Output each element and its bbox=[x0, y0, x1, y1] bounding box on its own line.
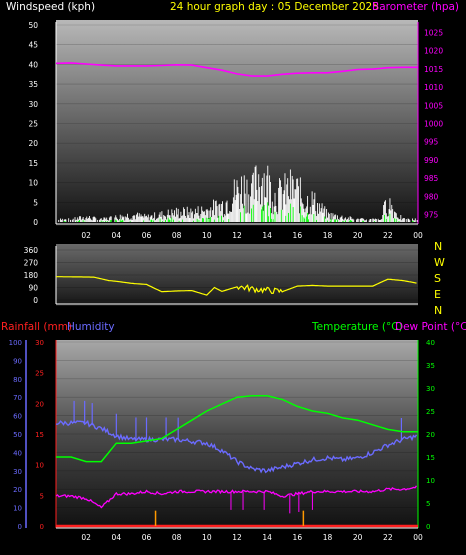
humidity-axis-title: Humidity bbox=[67, 321, 115, 333]
compass-n-bottom: N bbox=[434, 304, 442, 317]
top-x-tick-label: 22 bbox=[383, 231, 393, 240]
barometer-tick-label: 975 bbox=[424, 211, 439, 220]
temperature-tick-label: 0 bbox=[426, 523, 430, 531]
bottom-x-tick-label: 04 bbox=[112, 533, 122, 542]
humidity-tick-label: 50 bbox=[13, 431, 22, 439]
bottom-x-tick-label: 14 bbox=[262, 533, 272, 542]
humidity-line bbox=[56, 419, 418, 474]
direction-tick-label: 90 bbox=[28, 284, 38, 293]
top-x-tick-label: 08 bbox=[172, 231, 182, 240]
temperature-tick-label: 5 bbox=[426, 500, 430, 508]
windspeed-tick-label: 40 bbox=[28, 60, 38, 69]
humidity-tick-label: 10 bbox=[13, 505, 22, 513]
direction-tick-label: 180 bbox=[24, 271, 39, 280]
temperature-tick-label: 10 bbox=[426, 477, 435, 485]
direction-panel-bg bbox=[56, 244, 418, 306]
temperature-tick-label: 35 bbox=[426, 362, 435, 370]
humidity-tick-label: 40 bbox=[13, 449, 22, 457]
compass-s: S bbox=[434, 272, 441, 285]
rainfall-tick-label: 25 bbox=[35, 370, 44, 378]
bottom-x-tick-label: 22 bbox=[383, 533, 393, 542]
top-x-tick-label: 16 bbox=[293, 231, 303, 240]
top-x-tick-label: 06 bbox=[142, 231, 152, 240]
top-x-tick-label: 02 bbox=[81, 231, 91, 240]
humidity-tick-label: 0 bbox=[18, 523, 22, 531]
compass-w: W bbox=[434, 256, 445, 269]
rainfall-tick-label: 15 bbox=[35, 431, 44, 439]
barometer-line bbox=[55, 62, 418, 77]
wind-direction-line bbox=[56, 276, 417, 296]
rainfall-tick-label: 5 bbox=[40, 492, 44, 500]
bottom-x-tick-label: 20 bbox=[353, 533, 363, 542]
humidity-tick-label: 100 bbox=[9, 339, 22, 347]
barometer-tick-label: 980 bbox=[424, 192, 439, 201]
direction-tick-label: 0 bbox=[33, 296, 38, 305]
barometer-axis-title: Barometer (hpa) bbox=[372, 1, 459, 13]
compass-n-top: N bbox=[434, 240, 442, 253]
bottom-x-tick-label: 02 bbox=[81, 533, 91, 542]
windspeed-tick-label: 35 bbox=[28, 80, 38, 89]
rainfall-tick-label: 0 bbox=[40, 523, 44, 531]
rainfall-axis-title: Rainfall (mm) bbox=[1, 321, 72, 333]
windspeed-tick-label: 15 bbox=[28, 159, 38, 168]
bottom-x-tick-label: 16 bbox=[293, 533, 303, 542]
temperature-tick-label: 15 bbox=[426, 454, 435, 462]
top-x-tick-label: 10 bbox=[202, 231, 212, 240]
compass-e: E bbox=[434, 288, 441, 301]
humidity-tick-label: 30 bbox=[13, 468, 22, 476]
humidity-tick-label: 80 bbox=[13, 376, 22, 384]
bottom-x-tick-label: 08 bbox=[172, 533, 182, 542]
windspeed-axis-title: Windspeed (kph) bbox=[6, 1, 95, 13]
direction-tick-label: 270 bbox=[24, 259, 39, 268]
temperature-tick-label: 25 bbox=[426, 408, 435, 416]
windspeed-tick-label: 25 bbox=[28, 120, 38, 129]
rainfall-tick-label: 20 bbox=[35, 400, 44, 408]
windspeed-tick-label: 30 bbox=[28, 100, 38, 109]
barometer-tick-label: 995 bbox=[424, 138, 439, 147]
temperature-line bbox=[56, 395, 418, 463]
temperature-tick-label: 20 bbox=[426, 431, 435, 439]
dewpoint-line bbox=[55, 485, 418, 509]
top-x-tick-label: 12 bbox=[232, 231, 242, 240]
barometer-tick-label: 990 bbox=[424, 156, 439, 165]
bottom-x-tick-label: 18 bbox=[323, 533, 333, 542]
top-x-tick-label: 20 bbox=[353, 231, 363, 240]
windspeed-tick-label: 5 bbox=[33, 198, 38, 207]
dewpoint-axis-title: Dew Point (°C) bbox=[395, 321, 466, 333]
barometer-tick-label: 1000 bbox=[424, 120, 443, 129]
bottom-x-tick-label: 10 bbox=[202, 533, 212, 542]
humidity-tick-label: 90 bbox=[13, 357, 22, 365]
humidity-tick-label: 60 bbox=[13, 413, 22, 421]
humidity-tick-label: 70 bbox=[13, 394, 22, 402]
temperature-axis-title: Temperature (°C) bbox=[311, 321, 403, 333]
barometer-tick-label: 1010 bbox=[424, 83, 443, 92]
humidity-tick-label: 20 bbox=[13, 486, 22, 494]
windspeed-tick-label: 45 bbox=[28, 41, 38, 50]
barometer-tick-label: 1005 bbox=[424, 101, 443, 110]
temperature-tick-label: 30 bbox=[426, 385, 435, 393]
bottom-x-tick-label: 00 bbox=[413, 533, 423, 542]
bottom-x-tick-label: 12 bbox=[232, 533, 242, 542]
top-x-tick-label: 18 bbox=[323, 231, 333, 240]
graph-title: 24 hour graph day : 05 December 2025 bbox=[170, 1, 379, 13]
barometer-tick-label: 985 bbox=[424, 174, 439, 183]
top-x-tick-label: 00 bbox=[413, 231, 423, 240]
top-x-tick-label: 04 bbox=[112, 231, 122, 240]
barometer-tick-label: 1015 bbox=[424, 65, 443, 74]
rainfall-tick-label: 10 bbox=[35, 462, 44, 470]
temperature-tick-label: 40 bbox=[426, 339, 435, 347]
bottom-x-tick-label: 06 bbox=[142, 533, 152, 542]
rainfall-tick-label: 30 bbox=[35, 339, 44, 347]
windspeed-tick-label: 20 bbox=[28, 139, 38, 148]
windspeed-tick-label: 10 bbox=[28, 179, 38, 188]
windspeed-tick-label: 50 bbox=[28, 21, 38, 30]
barometer-tick-label: 1020 bbox=[424, 47, 443, 56]
top-x-tick-label: 14 bbox=[262, 231, 272, 240]
windspeed-tick-label: 0 bbox=[33, 218, 38, 227]
barometer-tick-label: 1025 bbox=[424, 28, 443, 37]
direction-tick-label: 360 bbox=[24, 246, 39, 255]
